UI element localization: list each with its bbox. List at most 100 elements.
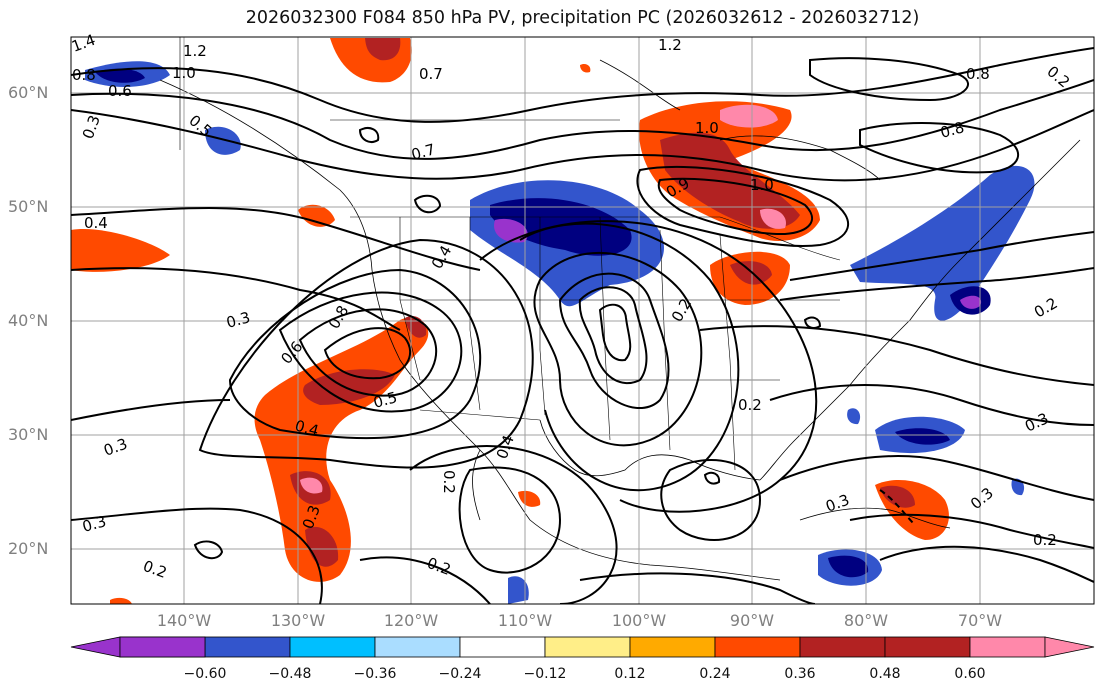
pv-contour bbox=[769, 384, 1094, 426]
pv-contour bbox=[533, 251, 703, 447]
pv-contour bbox=[71, 47, 1094, 123]
colorbar-tick-label: 0.48 bbox=[869, 666, 901, 682]
latitude-label: 40°N bbox=[8, 311, 49, 330]
precip-area bbox=[205, 126, 241, 155]
precip-area bbox=[960, 295, 982, 309]
pv-contour bbox=[519, 222, 740, 492]
colorbar-segment bbox=[969, 636, 1046, 658]
precip-area bbox=[880, 485, 915, 508]
pv-contour bbox=[228, 268, 482, 440]
colorbar-tick-label: −0.24 bbox=[438, 666, 482, 682]
pv-contour bbox=[703, 471, 721, 485]
colorbar-segment bbox=[799, 636, 886, 658]
pv-contour bbox=[409, 445, 618, 604]
longitude-label: 100°W bbox=[611, 611, 667, 630]
pv-contour bbox=[458, 466, 562, 574]
precip-area bbox=[110, 597, 132, 604]
pv-contour bbox=[636, 165, 850, 247]
contour-label: 0.7 bbox=[409, 140, 437, 164]
contour-label: 0.7 bbox=[419, 65, 443, 83]
pv-contour bbox=[789, 231, 1094, 281]
pv-contour bbox=[803, 316, 822, 329]
pv-contour bbox=[579, 572, 816, 604]
latitude-label: 30°N bbox=[8, 425, 49, 444]
pv-contour bbox=[71, 399, 231, 421]
precip-area bbox=[365, 38, 401, 61]
colorbar-segment bbox=[459, 636, 546, 658]
longitude-label: 80°W bbox=[843, 611, 889, 630]
colorbar-tick-label: −0.36 bbox=[353, 666, 397, 682]
pv-contours bbox=[71, 47, 1094, 604]
pv-contour bbox=[779, 267, 1094, 301]
pv-contour bbox=[699, 325, 1094, 386]
pv-contour bbox=[358, 127, 380, 143]
contour-label: 1.0 bbox=[695, 119, 719, 137]
pv-contour bbox=[558, 272, 670, 410]
colorbar-segment bbox=[714, 636, 801, 658]
precip-area bbox=[847, 408, 861, 425]
precip-area bbox=[518, 490, 541, 507]
longitude-label: 140°W bbox=[156, 611, 212, 630]
colorbar-segment bbox=[629, 636, 716, 658]
pv-contour bbox=[413, 194, 442, 214]
precip-area bbox=[71, 229, 170, 272]
contour-label: 0.8 bbox=[966, 65, 990, 83]
colorbar-tick-label: −0.60 bbox=[183, 666, 227, 682]
pv-contour bbox=[779, 455, 1094, 501]
longitude-label: 130°W bbox=[270, 611, 326, 630]
pv-contour bbox=[849, 513, 1094, 549]
colorbar-segment bbox=[884, 636, 971, 658]
contour-label: 0.4 bbox=[293, 416, 321, 440]
contour-label: 1.0 bbox=[172, 64, 196, 82]
pv-contour bbox=[198, 238, 534, 469]
pv-contour bbox=[71, 79, 1094, 160]
colorbar-segment bbox=[204, 636, 291, 658]
precip-area bbox=[95, 68, 145, 83]
precip-area bbox=[828, 555, 869, 578]
pv-contour bbox=[71, 267, 401, 331]
contour-label: 1.2 bbox=[183, 42, 207, 60]
contour-label: 0.6 bbox=[108, 82, 132, 100]
precip-area bbox=[720, 104, 778, 128]
longitude-label: 110°W bbox=[497, 611, 553, 630]
pv-contour bbox=[578, 286, 648, 385]
contour-label: 0.8 bbox=[938, 118, 966, 142]
pv-contour bbox=[323, 327, 411, 380]
precip-area bbox=[305, 526, 339, 567]
contour-label: 0.5 bbox=[371, 388, 399, 412]
colorbar-tick-label: 0.36 bbox=[784, 666, 816, 682]
pv-contour bbox=[71, 207, 481, 271]
pv-contour bbox=[298, 308, 438, 397]
contour-labels: 1.4 0.8 0.6 1.2 1.0 0.3 0.5 0.7 1.2 0.8 … bbox=[69, 31, 1073, 582]
pv-contour bbox=[71, 109, 1094, 182]
colorbar-segment bbox=[289, 636, 376, 658]
contour-label: 0.2 bbox=[738, 396, 762, 414]
precip-area bbox=[850, 165, 1035, 321]
contour-label: 0.8 bbox=[72, 66, 96, 84]
chart-title: 2026032300 F084 850 hPa PV, precipitatio… bbox=[245, 8, 920, 28]
precip-area bbox=[1011, 478, 1025, 496]
pv-contour bbox=[71, 507, 323, 604]
contour-label: 1.2 bbox=[658, 36, 682, 54]
latitude-label: 20°N bbox=[8, 539, 49, 558]
colorbar-tick-label: 0.12 bbox=[614, 666, 646, 682]
pv-contour bbox=[598, 303, 632, 362]
longitude-label: 120°W bbox=[383, 611, 439, 630]
precip-area bbox=[580, 63, 591, 73]
contour-label: 0.4 bbox=[84, 214, 108, 232]
colorbar bbox=[70, 636, 1095, 658]
contour-label: 0.3 bbox=[80, 512, 108, 536]
precip-area bbox=[760, 208, 786, 229]
pv-contour bbox=[359, 556, 491, 604]
map-frame bbox=[70, 36, 1095, 605]
latitude-label: 60°N bbox=[8, 83, 49, 102]
pv-contour bbox=[278, 291, 463, 413]
contour-label: 0.2 bbox=[1033, 531, 1057, 549]
colorbar-tick-label: −0.48 bbox=[268, 666, 312, 682]
precip-area bbox=[298, 204, 335, 227]
contour-label: 1.0 bbox=[750, 176, 774, 194]
colorbar-segment bbox=[544, 636, 631, 658]
precip-area bbox=[508, 576, 529, 604]
pv-contour bbox=[809, 57, 969, 102]
